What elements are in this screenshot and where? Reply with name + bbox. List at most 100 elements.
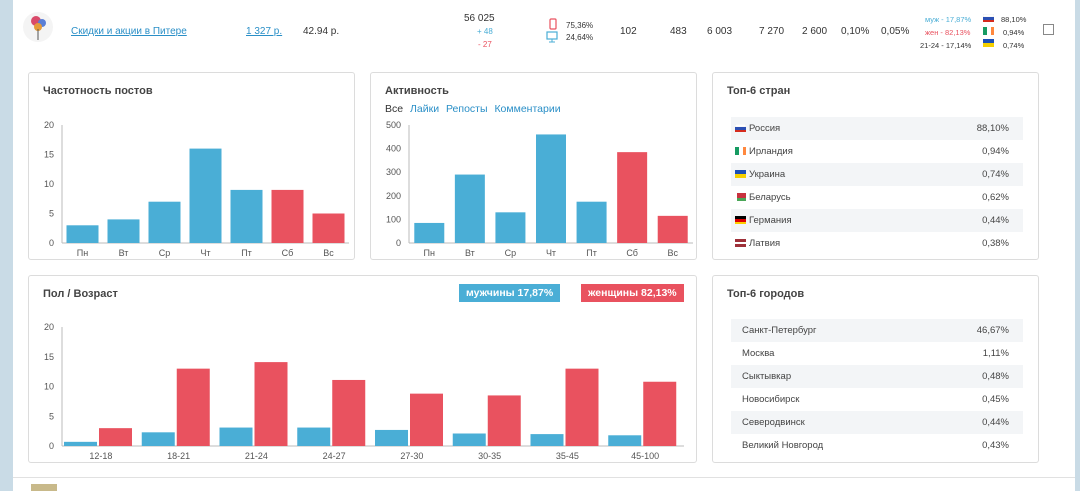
x-tick-label: 21-24 xyxy=(245,451,268,461)
mobile-percent: 75,36% xyxy=(566,21,594,30)
x-tick-label: Вс xyxy=(323,248,334,258)
country-name: Латвия xyxy=(749,238,781,249)
y-tick-label: 15 xyxy=(44,150,54,160)
stat-7: 0,05% xyxy=(881,26,910,37)
country-value: 0,38% xyxy=(982,238,1009,249)
bar xyxy=(414,222,445,243)
row-divider xyxy=(13,477,1075,478)
x-tick-label: Чт xyxy=(200,248,210,258)
y-tick-label: 10 xyxy=(44,382,54,392)
x-tick-label: Пт xyxy=(241,248,252,258)
row-country-1: 88,10% xyxy=(1001,15,1027,24)
group-name-link[interactable]: Скидки и акции в Питере xyxy=(71,26,187,37)
y-tick-label: 0 xyxy=(49,238,54,248)
bar xyxy=(410,393,443,446)
price-link[interactable]: 1 327 р. xyxy=(246,26,283,37)
y-tick-label: 20 xyxy=(44,322,54,332)
bar xyxy=(176,368,210,446)
y-tick-label: 0 xyxy=(49,441,54,451)
city-value: 0,44% xyxy=(982,417,1009,428)
bar xyxy=(312,213,345,243)
next-row-avatar[interactable] xyxy=(31,484,57,491)
members-minus: - 27 xyxy=(478,40,492,49)
country-row: Украина 0,74% xyxy=(731,163,1023,186)
x-tick-label: Ср xyxy=(159,248,171,258)
bar xyxy=(565,368,599,446)
gender-female: жен - 82,13% xyxy=(925,28,971,37)
x-tick-label: Вт xyxy=(119,248,129,258)
countries-panel: Топ-6 стран Россия 88,10% Ирландия 0,94%… xyxy=(712,72,1039,260)
tab-all[interactable]: Все xyxy=(385,103,404,115)
post-frequency-chart: 0 5 10 15 20 Пн Вт Ср Чт Пт Сб Вс xyxy=(44,120,349,258)
stat-5: 2 600 xyxy=(802,26,828,37)
bar xyxy=(530,434,564,446)
y-tick-label: 0 xyxy=(396,238,401,248)
gender-male: муж - 17,87% xyxy=(925,15,972,24)
city-name: Северодвинск xyxy=(742,417,805,428)
x-tick-label: Пт xyxy=(586,248,597,258)
bar xyxy=(375,429,408,446)
x-tick-label: 18-21 xyxy=(167,451,190,461)
y-tick-label: 5 xyxy=(49,411,54,421)
age-top: 21-24 - 17,14% xyxy=(920,41,972,50)
x-tick-label: 24-27 xyxy=(323,451,346,461)
country-value: 0,94% xyxy=(982,146,1009,157)
y-tick-label: 100 xyxy=(386,214,401,224)
mobile-icon xyxy=(549,18,557,30)
x-tick-label: Сб xyxy=(282,248,294,258)
x-tick-label: Вс xyxy=(667,248,678,258)
x-tick-label: Вт xyxy=(465,248,475,258)
country-value: 0,44% xyxy=(982,215,1009,226)
post-frequency-title: Частотность постов xyxy=(43,85,153,97)
gender-age-chart: 0 5 10 15 20 12-18 18-21 21-24 24-27 27-30 30-35 35… xyxy=(44,322,684,461)
latvia-flag-icon xyxy=(735,239,746,247)
row-country-2: 0,94% xyxy=(1003,28,1025,37)
bar xyxy=(271,189,304,243)
city-value: 0,45% xyxy=(982,394,1009,405)
bar xyxy=(141,432,175,446)
row-checkbox[interactable] xyxy=(1043,24,1054,35)
x-tick-label: Сб xyxy=(626,248,638,258)
x-tick-label: Чт xyxy=(546,248,556,258)
bar xyxy=(219,427,253,446)
x-tick-label: 12-18 xyxy=(89,451,112,461)
avatar-image xyxy=(31,16,46,40)
russia-flag-icon xyxy=(735,124,746,132)
city-value: 0,48% xyxy=(982,371,1009,382)
bar xyxy=(148,201,181,243)
tab-comments[interactable]: Комментарии xyxy=(494,103,561,115)
country-row: Германия 0,44% xyxy=(731,209,1023,232)
russia-flag-icon xyxy=(983,14,994,22)
tab-reposts[interactable]: Репосты xyxy=(446,103,488,115)
country-name: Германия xyxy=(749,215,792,226)
bar xyxy=(230,189,263,243)
country-name: Беларусь xyxy=(749,192,791,203)
city-row: Великий Новгород 0,43% xyxy=(731,434,1023,457)
city-row: Москва 1,11% xyxy=(731,342,1023,365)
bar xyxy=(454,174,485,243)
city-name: Великий Новгород xyxy=(742,440,824,451)
post-frequency-panel: Частотность постов 0 5 10 15 20 Пн Вт Ср Чт Пт Сб В… xyxy=(28,72,355,260)
cities-panel: Топ-6 городов Санкт-Петербург 46,67% Мос… xyxy=(712,275,1039,463)
gender-age-title: Пол / Возраст xyxy=(43,288,118,300)
country-row: Латвия 0,38% xyxy=(731,232,1023,255)
city-row: Сыктывкар 0,48% xyxy=(731,365,1023,388)
city-name: Москва xyxy=(742,348,775,359)
country-name: Украина xyxy=(749,169,786,180)
group-avatar[interactable] xyxy=(23,12,53,42)
ireland-flag-icon xyxy=(983,27,994,35)
germany-flag-icon xyxy=(735,216,746,224)
members-count: 56 025 xyxy=(464,13,495,24)
bar xyxy=(107,219,140,243)
x-tick-label: 35-45 xyxy=(556,451,579,461)
cities-title: Топ-6 городов xyxy=(727,288,805,300)
y-tick-label: 500 xyxy=(386,120,401,130)
stat-3: 6 003 xyxy=(707,26,733,37)
x-tick-label: Ср xyxy=(505,248,517,258)
group-row[interactable]: Скидки и акции в Питере 1 327 р. 42.94 р… xyxy=(13,0,1075,60)
tab-likes[interactable]: Лайки xyxy=(410,103,440,115)
y-tick-label: 15 xyxy=(44,352,54,362)
bar xyxy=(254,362,288,446)
gender-age-panel: Пол / Возраст мужчины 17,87% женщины 82,… xyxy=(28,275,697,463)
stat-1: 102 xyxy=(620,26,637,37)
